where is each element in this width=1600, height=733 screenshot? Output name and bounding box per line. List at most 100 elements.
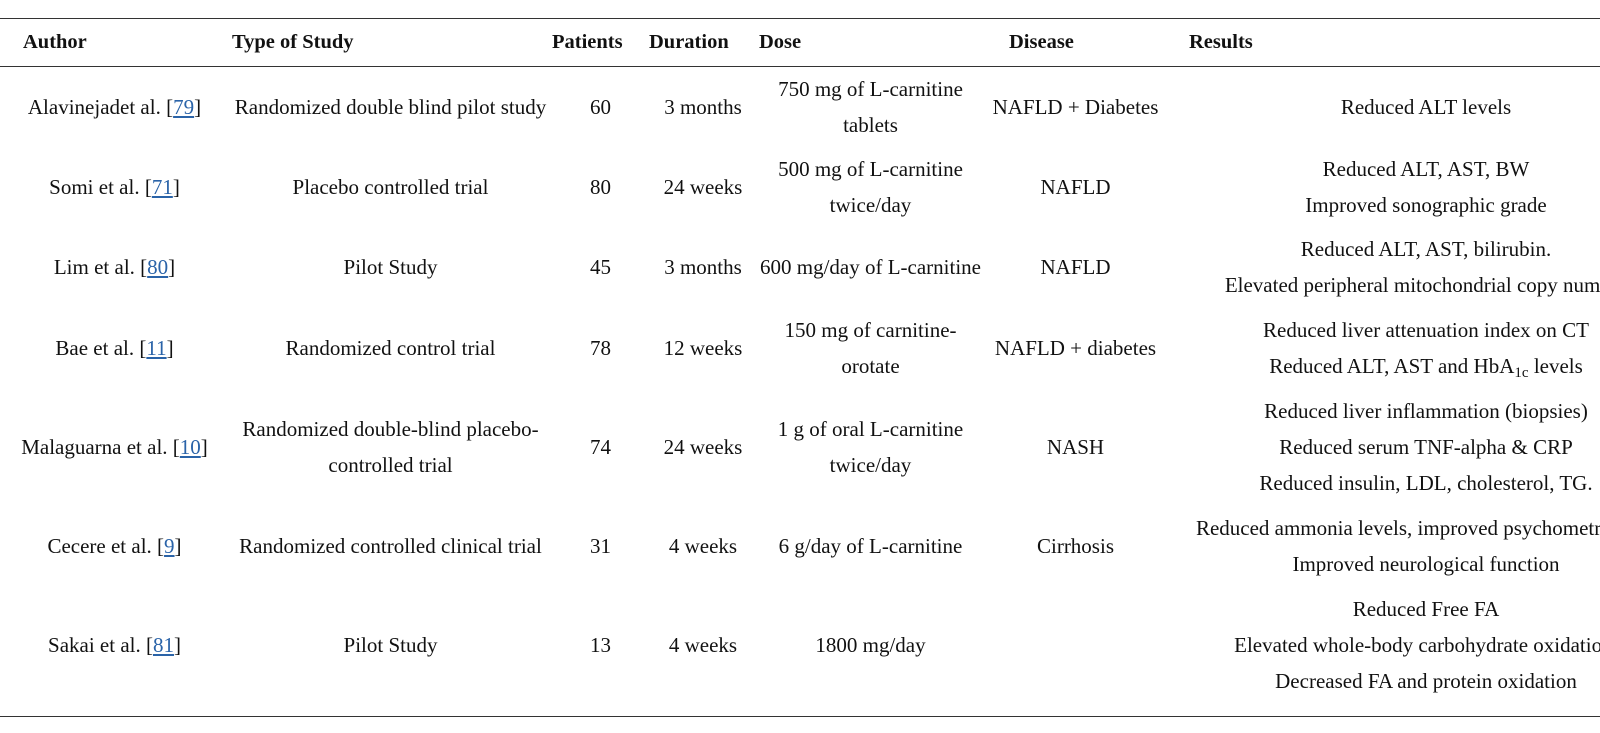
patients-cell: 13 (590, 633, 611, 657)
result-text: levels (1528, 354, 1583, 378)
result-line: Decreased FA and protein oxidation (1275, 669, 1577, 693)
results-cell: Reduced ALT, AST, BW Improved sonographi… (1167, 147, 1600, 227)
disease-cell: NAFLD (1040, 255, 1111, 279)
header-disease: Disease (1009, 31, 1074, 53)
disease-cell: NASH (1046, 435, 1105, 459)
result-line: Reduced ammonia levels, improved psychom… (1195, 516, 1600, 576)
studies-table: Author Type of Study Patients Duration D… (0, 19, 1600, 703)
type-cell: Randomized double-blind placebo-controll… (242, 417, 539, 477)
type-cell: Randomized control trial (285, 336, 496, 360)
type-cell: Randomized controlled clinical trial (239, 534, 542, 558)
author-cell: Lim et al. [80] (53, 255, 176, 279)
author-name: Somi et al. (49, 175, 140, 199)
patients-cell: 80 (590, 175, 611, 199)
header-dose: Dose (759, 31, 802, 53)
results-cell: Reduced liver attenuation index on CT Re… (1167, 307, 1600, 389)
table-row: Malaguarna et al. [10] Randomized double… (0, 389, 1600, 505)
dose-cell: 600 mg/day of L-carnitine (759, 255, 981, 279)
reference-link[interactable]: 10 (179, 435, 201, 459)
bottom-rule (0, 716, 1600, 717)
duration-cell: 4 weeks (668, 534, 738, 558)
result-text: Reduced ALT, AST and HbA (1269, 354, 1515, 378)
disease-cell: NAFLD (1040, 175, 1111, 199)
author-cell: Bae et al. [11] (55, 336, 174, 360)
result-line: Reduced serum TNF-alpha & CRP (1279, 435, 1573, 459)
patients-cell: 45 (590, 255, 611, 279)
author-name: Alavinejadet al. (27, 94, 161, 119)
author-cell: Somi et al. [71] (49, 175, 180, 199)
result-line: Reduced ALT, AST and HbA1c levels (1177, 348, 1600, 384)
type-cell: Pilot Study (343, 633, 438, 657)
result-line: Reduced ALT, AST, BW (1322, 157, 1530, 181)
table-row: Lim et al. [80] Pilot Study 45 3 months … (0, 227, 1600, 307)
duration-cell: 3 months (664, 255, 742, 279)
header-author: Author (23, 31, 87, 53)
reference-link[interactable]: 80 (147, 255, 169, 279)
patients-cell: 60 (590, 94, 611, 119)
dose-cell: 1800 mg/day (815, 633, 926, 657)
dose-cell: 150 mg of carnitine-orotate (784, 318, 957, 378)
disease-cell: Cirrhosis (1036, 534, 1114, 558)
result-line: Improved sonographic grade (1305, 193, 1547, 217)
top-rule (0, 18, 1600, 19)
disease-cell: NAFLD + diabetes (994, 336, 1157, 360)
author-cell: Sakai et al. [81] (48, 633, 181, 657)
author-name: Lim et al. (53, 255, 135, 279)
duration-cell: 4 weeks (668, 633, 738, 657)
duration-cell: 24 weeks (663, 175, 743, 199)
table-row: Bae et al. [11] Randomized control trial… (0, 307, 1600, 389)
reference-link[interactable]: 81 (152, 633, 174, 657)
author-cell: Alavinejadet al. [79] (27, 94, 202, 119)
result-line: Reduced insulin, LDL, cholesterol, TG. (1259, 471, 1593, 495)
author-cell: Cecere et al. [9] (47, 534, 182, 558)
patients-cell: 78 (590, 336, 611, 360)
dose-cell: 6 g/day of L-carnitine (778, 534, 963, 558)
result-line: Elevated whole-body carbohydrate oxidati… (1234, 633, 1600, 657)
header-row: Author Type of Study Patients Duration D… (0, 19, 1600, 66)
table-row: Sakai et al. [81] Pilot Study 13 4 weeks… (0, 587, 1600, 703)
dose-cell: 750 mg of L-carnitine tablets (778, 76, 963, 137)
type-cell: Placebo controlled trial (292, 175, 489, 199)
author-name: Bae et al. (55, 336, 135, 360)
table-row: Cecere et al. [9] Randomized controlled … (0, 505, 1600, 587)
header-rule (0, 66, 1600, 67)
result-line: Reduced liver inflammation (biopsies) (1264, 399, 1588, 423)
header-patients: Patients (552, 31, 623, 53)
reference-link[interactable]: 9 (164, 534, 175, 558)
disease-cell (984, 587, 1167, 703)
header-type: Type of Study (232, 31, 354, 53)
results-cell: Reduced Free FA Elevated whole-body carb… (1167, 587, 1600, 703)
type-cell: Pilot Study (343, 255, 438, 279)
table-row: Alavinejadet al. [79] Randomized double … (0, 66, 1600, 147)
reference-link[interactable]: 79 (173, 94, 195, 119)
patients-cell: 74 (590, 435, 611, 459)
results-cell: Reduced ALT levels (1167, 66, 1600, 147)
reference-link[interactable]: 71 (151, 175, 173, 199)
result-line: Reduced liver attenuation index on CT (1263, 318, 1589, 342)
result-line: Elevated peripheral mitochondrial copy n… (1224, 273, 1600, 297)
author-name: Cecere et al. (47, 534, 152, 558)
table-row: Somi et al. [71] Placebo controlled tria… (0, 147, 1600, 227)
result-line: Reduced ALT levels (1340, 94, 1512, 119)
dose-cell: 1 g of oral L-carnitine twice/day (777, 417, 964, 477)
header-duration: Duration (649, 31, 729, 53)
result-line: Reduced Free FA (1352, 597, 1500, 621)
dose-cell: 500 mg of L-carnitine twice/day (778, 157, 963, 217)
result-line: Reduced ALT, AST, bilirubin. (1300, 237, 1552, 261)
header-results: Results (1189, 31, 1253, 53)
duration-cell: 12 weeks (663, 336, 743, 360)
results-cell: Reduced liver inflammation (biopsies) Re… (1167, 389, 1600, 505)
subscript: 1c (1514, 365, 1529, 381)
author-name: Malaguarna et al. (21, 435, 168, 459)
duration-cell: 24 weeks (663, 435, 743, 459)
results-cell: Reduced ammonia levels, improved psychom… (1167, 505, 1600, 587)
author-name: Sakai et al. (48, 633, 141, 657)
duration-cell: 3 months (664, 94, 742, 119)
author-cell: Malaguarna et al. [10] (21, 435, 208, 459)
reference-link[interactable]: 11 (146, 336, 167, 360)
results-cell: Reduced ALT, AST, bilirubin. Elevated pe… (1167, 227, 1600, 307)
disease-cell: NAFLD + Diabetes (992, 94, 1159, 119)
type-cell: Randomized double blind pilot study (234, 94, 547, 119)
patients-cell: 31 (590, 534, 611, 558)
